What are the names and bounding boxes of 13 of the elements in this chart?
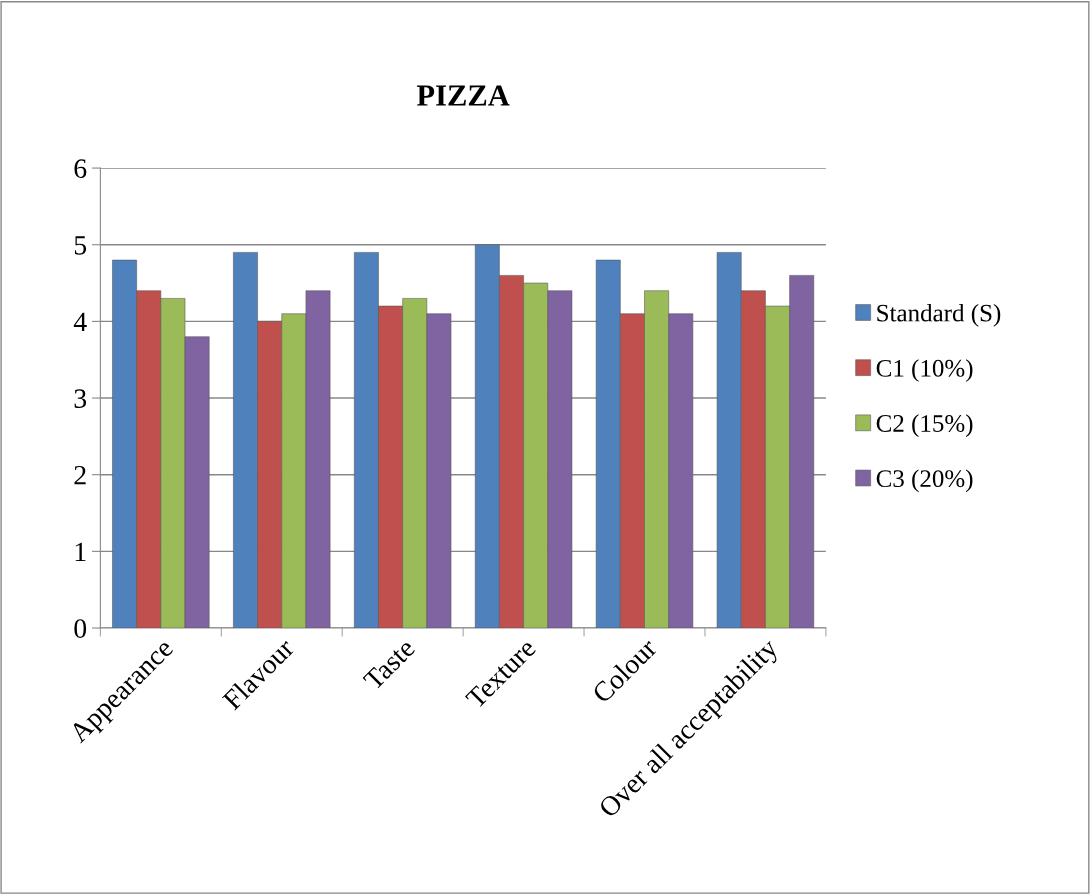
- y-tick-label: 5: [74, 236, 87, 255]
- y-tick-label: 4: [73, 312, 87, 332]
- y-tick-label: 1: [75, 542, 86, 562]
- legend-label: C1 (10%): [876, 359, 973, 382]
- y-tick-label: 6: [74, 159, 87, 178]
- y-tick-label: 3: [74, 389, 87, 408]
- legend-label: C3 (20%): [876, 469, 973, 493]
- x-tick-label: Taste: [362, 637, 416, 691]
- legend-label: C2 (15%): [876, 414, 973, 437]
- chart-title: PIZZA: [416, 85, 510, 106]
- y-tick-label: 0: [74, 619, 87, 638]
- legend-label: Standard (S): [877, 303, 1001, 327]
- y-tick-label: 2: [74, 465, 86, 485]
